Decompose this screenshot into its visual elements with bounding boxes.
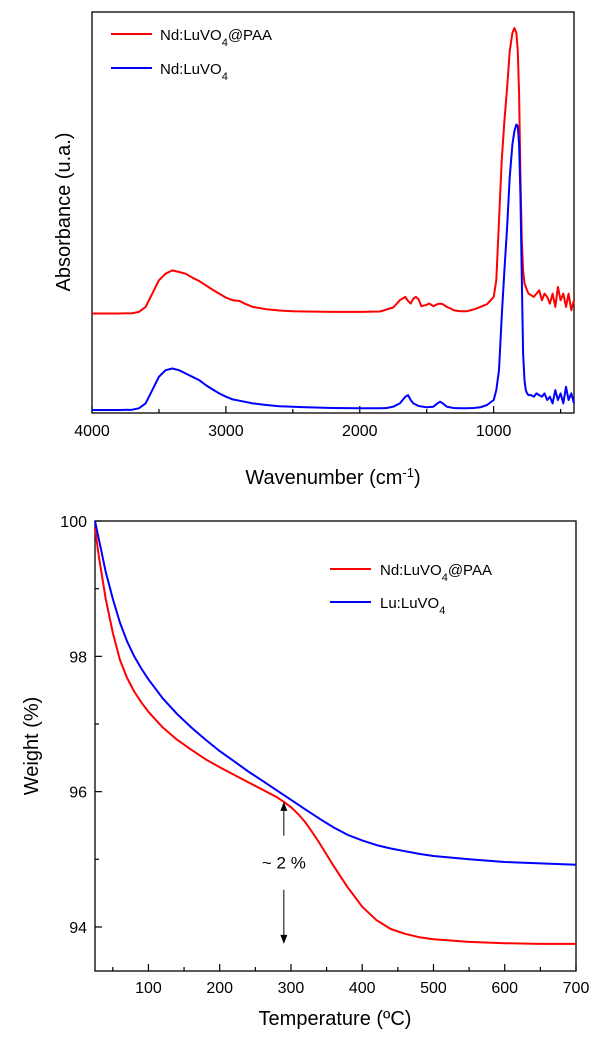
ftir-x-ticks: 4000 3000 2000 1000 [74, 406, 562, 440]
ftir-series-line-bare [92, 123, 575, 411]
ftir-y-axis-label: Absorbance (u.a.) [53, 133, 75, 292]
ftir-x-tick-label: 1000 [476, 423, 512, 440]
ftir-x-tick-label: 4000 [74, 423, 110, 440]
tga-y-axis-label: Weight (%) [21, 697, 43, 796]
tga-x-tick-label: 200 [206, 980, 233, 997]
tga-x-axis-label: Temperature (ºC) [259, 1008, 412, 1030]
tga-x-tick-label: 100 [135, 980, 162, 997]
ftir-series-line-paa [92, 27, 575, 315]
ftir-legend-label-bare: Nd:LuVO4 [160, 61, 228, 83]
ftir-x-axis-label: Wavenumber (cm-1) [245, 465, 420, 490]
tga-series-group [94, 520, 577, 945]
ftir-x-tick-label: 3000 [208, 423, 244, 440]
ftir-legend: Nd:LuVO4@PAA Nd:LuVO4 [111, 27, 272, 83]
ftir-chart: 4000 3000 2000 1000 Wavenumber (cm-1) Absor… [53, 11, 575, 490]
tga-x-tick-label: 300 [278, 980, 305, 997]
mass-loss-label: ~ 2 % [262, 854, 306, 873]
tga-x-tick-label: 700 [563, 980, 590, 997]
tga-y-tick-label: 98 [69, 649, 87, 666]
mass-loss-arrowhead-up [280, 801, 288, 811]
tga-ticks: 100 200 300 400 500 600 700 94 96 98 100 [60, 514, 589, 997]
tga-legend-label-lu: Lu:LuVO4 [380, 595, 445, 617]
tga-y-tick-label: 96 [69, 785, 87, 802]
tga-y-tick-label: 100 [60, 514, 87, 531]
tga-legend-label-paa: Nd:LuVO4@PAA [380, 562, 492, 584]
tga-x-tick-label: 400 [349, 980, 376, 997]
tga-x-tick-label: 600 [491, 980, 518, 997]
ftir-plot-frame [91, 11, 575, 414]
mass-loss-annotation: ~ 2 % [262, 801, 306, 944]
tga-series-line-paa [94, 527, 576, 945]
tga-series-line-lu [94, 520, 577, 866]
ftir-x-tick-label: 2000 [342, 423, 378, 440]
mass-loss-arrowhead-down [280, 934, 288, 944]
tga-plot-frame [94, 520, 577, 972]
tga-chart: 100 200 300 400 500 600 700 94 96 98 100 ~ 2 % Tem… [21, 514, 589, 1030]
ftir-series-group [92, 27, 575, 411]
tga-x-tick-label: 500 [420, 980, 447, 997]
tga-y-tick-label: 94 [69, 920, 87, 937]
ftir-legend-label-paa: Nd:LuVO4@PAA [160, 27, 272, 49]
tga-legend: Nd:LuVO4@PAA Lu:LuVO4 [330, 562, 492, 617]
